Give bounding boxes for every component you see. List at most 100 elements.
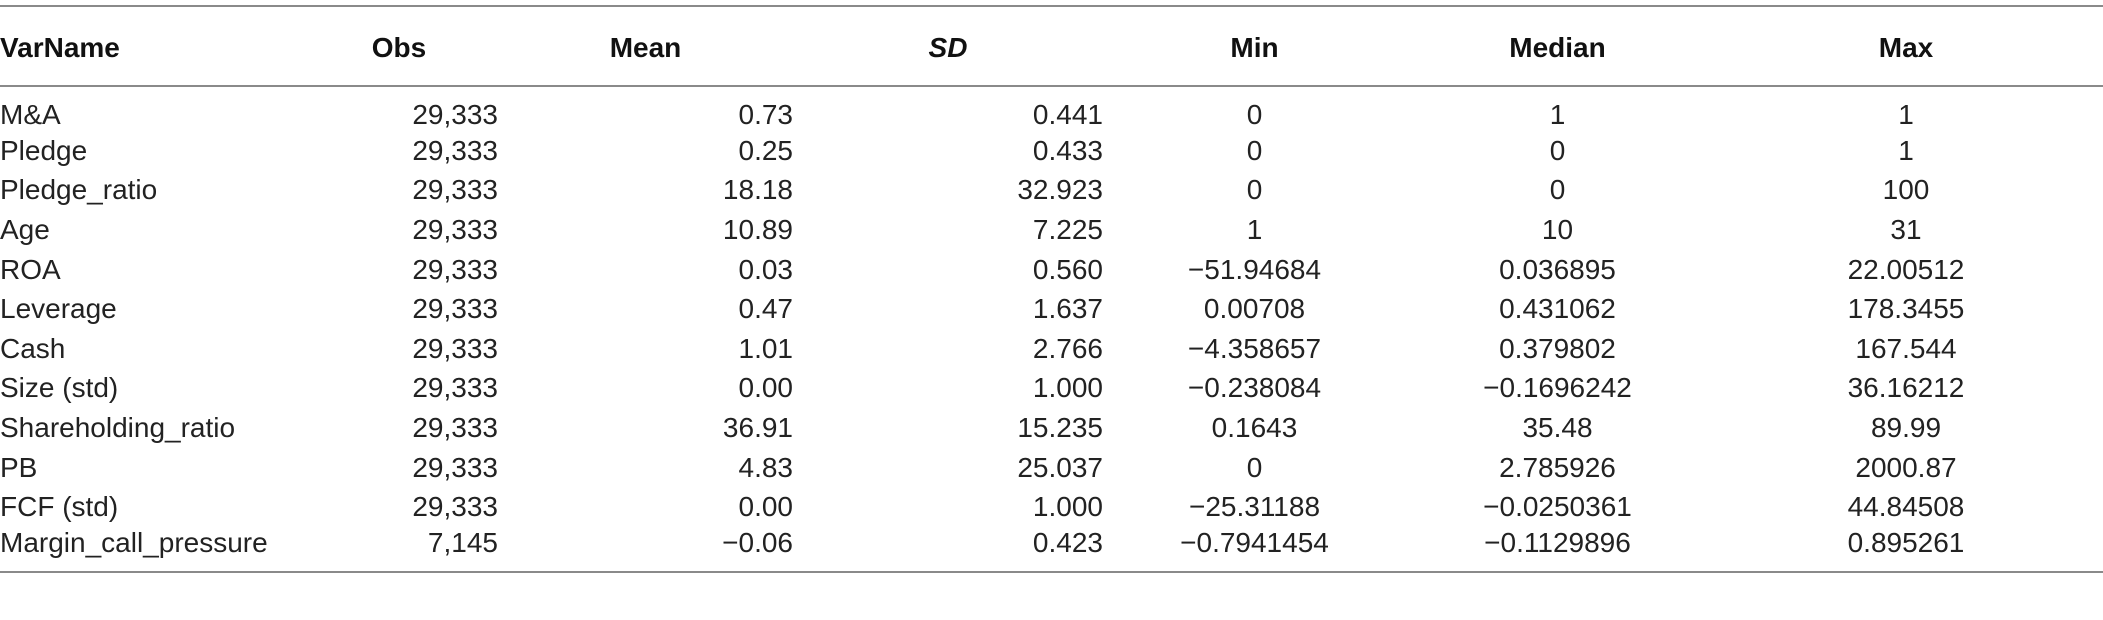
- cell-max: 2000.87: [1855, 451, 1957, 483]
- cell-sd: 15.235: [1017, 411, 1103, 443]
- cell-median: 0.431062: [1499, 293, 1616, 325]
- cell-min: 1: [1246, 213, 1263, 245]
- column-header-sd: SD: [793, 5, 1103, 87]
- cell-obs: 29,333: [412, 253, 498, 285]
- cell-mean: 1.01: [738, 332, 794, 364]
- column-header-mean: Mean: [498, 5, 793, 87]
- table-row: ROA 29,333 0.03 0.560 −51.94684 0.036895 22.00…: [0, 250, 2103, 290]
- cell-min: 0.00708: [1203, 293, 1306, 325]
- cell-sd: 0.441: [1032, 99, 1103, 130]
- cell-median: 2.785926: [1499, 451, 1616, 483]
- table-row: Pledge 29,333 0.25 0.433 0 0 1: [0, 131, 2103, 171]
- cell-min: −0.238084: [1187, 372, 1322, 404]
- summary-statistics-table: VarName Obs Mean SD Min Median Max M&A 29…: [0, 5, 2103, 573]
- table-row: M&A 29,333 0.73 0.441 0 1 1: [0, 86, 2103, 131]
- cell-mean: 0.00: [738, 491, 794, 523]
- cell-median: −0.1129896: [1406, 526, 1709, 573]
- cell-obs: 29,333: [412, 451, 498, 483]
- cell-max: 44.84508: [1847, 491, 1965, 523]
- cell-max: 89.99: [1870, 411, 1942, 443]
- cell-median: 10: [1541, 213, 1574, 245]
- cell-median: 0: [1549, 134, 1566, 166]
- column-header-obs: Obs: [300, 5, 498, 87]
- table-row: Age 29,333 10.89 7.225 1 10 31: [0, 210, 2103, 250]
- cell-sd: 7.225: [1032, 213, 1103, 245]
- cell-min: 0: [1246, 134, 1263, 166]
- cell-varname: PB: [0, 451, 38, 483]
- cell-obs: 29,333: [412, 332, 498, 364]
- cell-mean: 0.25: [738, 134, 794, 166]
- cell-obs: 29,333: [412, 134, 498, 166]
- column-header-median: Median: [1406, 5, 1709, 87]
- cell-mean: 0.00: [738, 372, 794, 404]
- cell-max: 1: [1898, 134, 1914, 166]
- cell-max: 178.3455: [1847, 293, 1965, 325]
- cell-median: 0.036895: [1499, 253, 1616, 285]
- column-header-varname: VarName: [0, 5, 300, 87]
- cell-max: 0.895261: [1709, 526, 2103, 573]
- table-row: Pledge_ratio 29,333 18.18 32.923 0 0 100: [0, 171, 2103, 211]
- table-row: Margin_call_pressure 7,145 −0.06 0.423 −0.79…: [0, 526, 2103, 573]
- cell-obs: 7,145: [300, 526, 498, 573]
- cell-varname: M&A: [0, 99, 61, 130]
- cell-sd: 0.560: [1032, 253, 1103, 285]
- cell-sd: 1.000: [1032, 491, 1103, 523]
- cell-varname: Pledge: [0, 134, 88, 166]
- cell-max: 31: [1890, 213, 1922, 245]
- cell-min: −0.7941454: [1103, 526, 1406, 573]
- cell-max: 100: [1882, 174, 1930, 206]
- cell-mean: 0.03: [738, 253, 794, 285]
- table-row: Leverage 29,333 0.47 1.637 0.00708 0.431062 17…: [0, 289, 2103, 329]
- cell-median: 0.379802: [1499, 332, 1616, 364]
- table-row: Size (std) 29,333 0.00 1.000 −0.238084 −0.169…: [0, 369, 2103, 409]
- cell-varname: Leverage: [0, 293, 117, 325]
- cell-obs: 29,333: [412, 411, 498, 443]
- cell-max: 36.16212: [1847, 372, 1965, 404]
- header-row: VarName Obs Mean SD Min Median Max: [0, 5, 2103, 87]
- cell-max: 22.00512: [1847, 253, 1965, 285]
- column-header-max: Max: [1709, 5, 2103, 87]
- column-header-min: Min: [1103, 5, 1406, 87]
- cell-min: −51.94684: [1187, 253, 1322, 285]
- cell-sd: 32.923: [1017, 174, 1103, 206]
- cell-sd: 25.037: [1017, 451, 1103, 483]
- cell-median: −0.0250361: [1483, 491, 1632, 523]
- table-row: FCF (std) 29,333 0.00 1.000 −25.31188 −0.0250…: [0, 487, 2103, 527]
- cell-obs: 29,333: [412, 372, 498, 404]
- cell-min: 0: [1246, 451, 1263, 483]
- cell-obs: 29,333: [412, 491, 498, 523]
- cell-min: 0: [1246, 174, 1263, 206]
- cell-sd: 2.766: [1032, 332, 1103, 364]
- cell-median: −0.1696242: [1483, 372, 1632, 404]
- cell-sd: 1.637: [1032, 293, 1103, 325]
- cell-min: −25.31188: [1188, 491, 1321, 523]
- cell-obs: 29,333: [412, 293, 498, 325]
- cell-sd: 0.423: [793, 526, 1103, 573]
- cell-median: 1: [1549, 99, 1566, 130]
- cell-max: 167.544: [1855, 332, 1957, 364]
- cell-min: −4.358657: [1187, 332, 1322, 364]
- cell-max: 1: [1898, 99, 1914, 130]
- cell-mean: 18.18: [722, 174, 793, 206]
- cell-varname: Cash: [0, 332, 66, 364]
- cell-min: 0.1643: [1211, 411, 1298, 443]
- cell-median: 0: [1549, 174, 1566, 206]
- cell-median: 35.48: [1522, 411, 1593, 443]
- cell-mean: 10.89: [722, 213, 793, 245]
- cell-obs: 29,333: [412, 213, 498, 245]
- cell-varname: Size (std): [0, 372, 119, 404]
- cell-mean: −0.06: [498, 526, 793, 573]
- table-body: M&A 29,333 0.73 0.441 0 1 1 Pledge 29,333 0.25 0.4…: [0, 86, 2103, 573]
- cell-obs: 29,333: [412, 99, 498, 130]
- cell-obs: 29,333: [412, 174, 498, 206]
- cell-mean: 4.83: [738, 451, 794, 483]
- cell-varname: ROA: [0, 253, 61, 285]
- cell-sd: 1.000: [1032, 372, 1103, 404]
- cell-varname: Shareholding_ratio: [0, 411, 236, 443]
- cell-mean: 0.47: [738, 293, 794, 325]
- cell-mean: 36.91: [722, 411, 793, 443]
- cell-mean: 0.73: [738, 99, 794, 130]
- cell-varname: Age: [0, 213, 50, 245]
- table-row: PB 29,333 4.83 25.037 0 2.785926 2000.87: [0, 448, 2103, 488]
- cell-min: 0: [1246, 99, 1263, 130]
